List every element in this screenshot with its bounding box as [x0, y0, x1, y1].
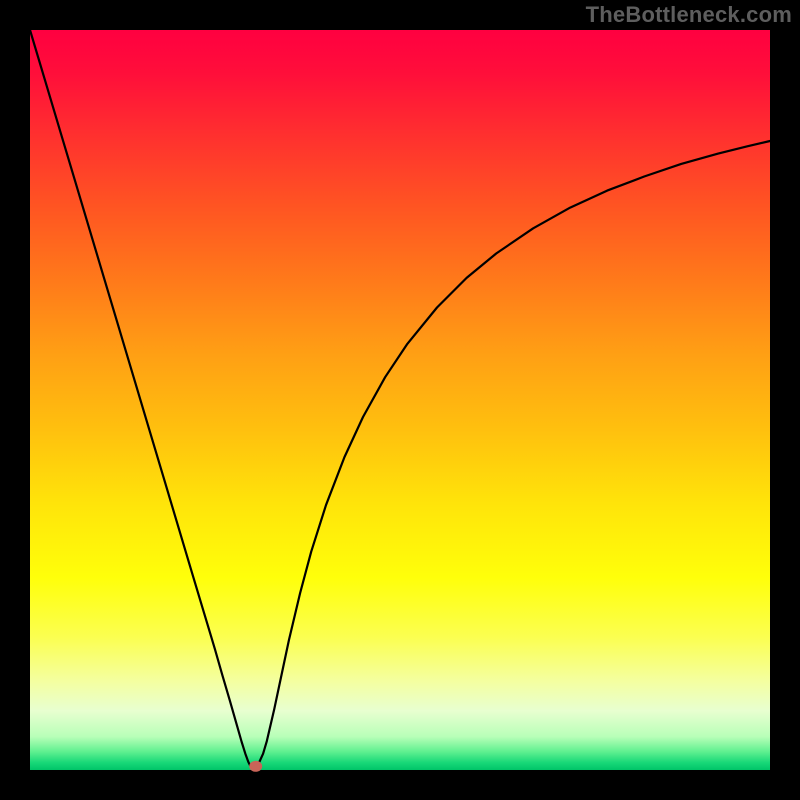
watermark-text: TheBottleneck.com [586, 2, 792, 28]
chart-frame: TheBottleneck.com [0, 0, 800, 800]
chart-svg [0, 0, 800, 800]
minimum-marker [250, 761, 262, 771]
